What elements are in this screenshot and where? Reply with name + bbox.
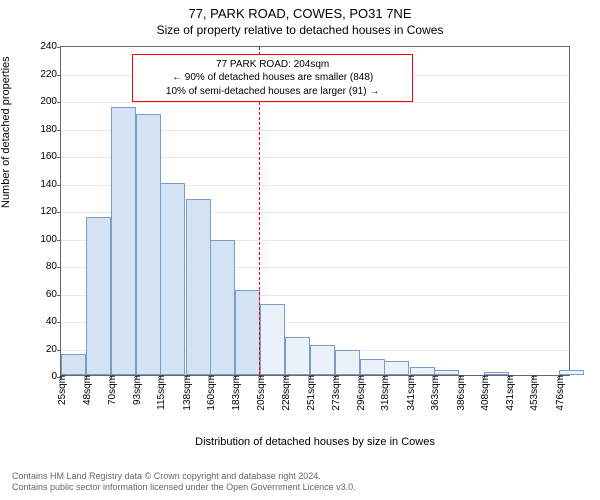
y-tick-mark bbox=[57, 350, 61, 351]
x-tick-label: 228sqm bbox=[278, 375, 292, 411]
x-tick-label: 296sqm bbox=[353, 375, 367, 411]
x-tick-label: 138sqm bbox=[179, 375, 193, 411]
plot-area: 02040608010012014016018020022024025sqm48… bbox=[60, 46, 570, 376]
chart-container: Number of detached properties 0204060801… bbox=[0, 38, 600, 458]
x-tick-label: 25sqm bbox=[54, 375, 68, 405]
y-tick-mark bbox=[57, 322, 61, 323]
x-tick-label: 386sqm bbox=[453, 375, 467, 411]
histogram-bar bbox=[384, 361, 409, 375]
x-tick-label: 93sqm bbox=[129, 375, 143, 405]
x-tick-label: 251sqm bbox=[303, 375, 317, 411]
x-tick-label: 453sqm bbox=[526, 375, 540, 411]
x-tick-label: 318sqm bbox=[377, 375, 391, 411]
histogram-bar bbox=[260, 304, 285, 376]
histogram-bar bbox=[160, 183, 185, 376]
copyright-line-1: Contains HM Land Registry data © Crown c… bbox=[12, 471, 356, 483]
page-subtitle: Size of property relative to detached ho… bbox=[0, 21, 600, 37]
y-tick-mark bbox=[57, 47, 61, 48]
x-tick-label: 160sqm bbox=[203, 375, 217, 411]
histogram-bar bbox=[310, 345, 335, 375]
copyright-line-2: Contains public sector information licen… bbox=[12, 482, 356, 494]
y-tick-mark bbox=[57, 130, 61, 131]
histogram-bar bbox=[86, 217, 111, 375]
y-axis-label: Number of detached properties bbox=[0, 56, 12, 208]
annotation-line-3: 10% of semi-detached houses are larger (… bbox=[139, 85, 406, 99]
y-tick-mark bbox=[57, 267, 61, 268]
y-tick-mark bbox=[57, 212, 61, 213]
x-tick-label: 341sqm bbox=[403, 375, 417, 411]
histogram-bar bbox=[61, 354, 86, 375]
x-tick-label: 115sqm bbox=[153, 375, 167, 410]
x-tick-label: 70sqm bbox=[104, 375, 118, 405]
histogram-bar bbox=[136, 114, 161, 375]
histogram-bar bbox=[186, 199, 211, 375]
x-axis-label: Distribution of detached houses by size … bbox=[60, 436, 570, 448]
histogram-bar bbox=[360, 359, 385, 376]
y-tick-mark bbox=[57, 240, 61, 241]
x-tick-label: 273sqm bbox=[328, 375, 342, 411]
x-tick-label: 476sqm bbox=[552, 375, 566, 411]
annotation-line-2: ← 90% of detached houses are smaller (84… bbox=[139, 71, 406, 85]
copyright-notice: Contains HM Land Registry data © Crown c… bbox=[12, 471, 356, 494]
y-tick-mark bbox=[57, 185, 61, 186]
y-tick-mark bbox=[57, 157, 61, 158]
histogram-bar bbox=[210, 240, 235, 375]
y-tick-mark bbox=[57, 295, 61, 296]
x-tick-label: 408sqm bbox=[477, 375, 491, 411]
histogram-bar bbox=[335, 350, 360, 375]
histogram-bar bbox=[410, 367, 435, 375]
y-tick-mark bbox=[57, 102, 61, 103]
x-tick-label: 363sqm bbox=[427, 375, 441, 411]
histogram-bar bbox=[285, 337, 310, 376]
histogram-bar bbox=[235, 290, 260, 375]
x-tick-label: 183sqm bbox=[228, 375, 242, 411]
x-tick-label: 48sqm bbox=[79, 375, 93, 405]
y-tick-mark bbox=[57, 75, 61, 76]
gridline bbox=[61, 102, 569, 103]
page-title: 77, PARK ROAD, COWES, PO31 7NE bbox=[0, 0, 600, 21]
x-tick-label: 431sqm bbox=[502, 375, 516, 411]
histogram-bar bbox=[111, 107, 136, 375]
annotation-box: 77 PARK ROAD: 204sqm← 90% of detached ho… bbox=[132, 54, 413, 103]
annotation-line-1: 77 PARK ROAD: 204sqm bbox=[139, 58, 406, 72]
x-tick-label: 205sqm bbox=[253, 375, 267, 411]
